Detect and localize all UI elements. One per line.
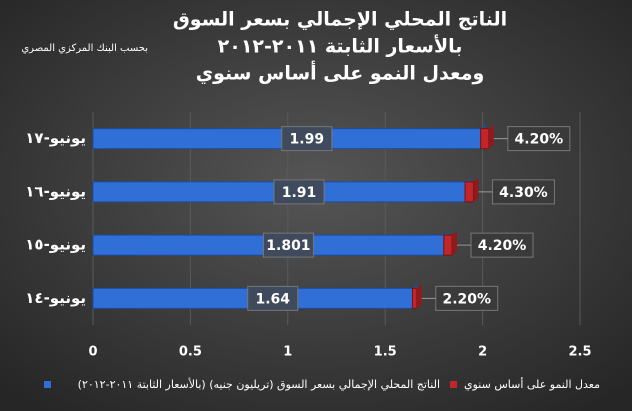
data-label: 1.64 (255, 291, 290, 307)
y-tick-label: يونيو-١٥ (25, 236, 86, 254)
legend-label: الناتج المحلي الإجمالي بسعر السوق (تريلي… (78, 377, 440, 391)
data-label: 1.91 (282, 185, 317, 201)
data-label: 4.30% (499, 185, 548, 201)
label-box (281, 126, 333, 152)
bar-side (416, 284, 422, 309)
legend-marker (44, 381, 51, 388)
x-tick-label: 2 (478, 345, 487, 360)
bar-side (473, 177, 479, 202)
y-tick-label: يونيو-١٤ (25, 289, 86, 307)
y-tick-label: يونيو-١٦ (25, 182, 86, 200)
chart-title: الناتج المحلي الإجمالي بسعر السوق (173, 9, 507, 31)
data-label: 1.99 (290, 132, 325, 148)
label-box (435, 285, 499, 311)
chart-subtitle: بحسب البنك المركزي المصري (21, 43, 148, 54)
x-tick-label: 2.5 (568, 345, 591, 360)
bar (464, 181, 474, 203)
bar (443, 234, 453, 256)
legend-label: معدل النمو على أساس سنوي (464, 377, 600, 391)
bar (480, 128, 490, 150)
data-label: 2.20% (442, 291, 491, 307)
data-label: 4.20% (515, 132, 564, 148)
legend-marker (450, 381, 457, 388)
data-label: 4.20% (478, 238, 527, 254)
x-tick-label: 1 (283, 345, 292, 360)
data-label: 1.801 (266, 238, 310, 254)
bar (411, 287, 418, 309)
chart-title: بالأسعار الثابتة ٢٠١١-٢٠١٢ (218, 35, 463, 58)
x-tick-label: 0.5 (179, 345, 202, 360)
x-tick-label: 1.5 (374, 345, 397, 360)
bar-side (452, 231, 458, 256)
label-box (491, 179, 555, 205)
label-box (273, 179, 325, 205)
y-tick-label: يونيو-١٧ (25, 129, 86, 147)
label-box (470, 232, 534, 258)
label-box (247, 285, 299, 311)
label-box (262, 232, 314, 258)
chart-title: ومعدل النمو على أساس سنوي (196, 61, 485, 86)
x-tick-label: 0 (88, 345, 97, 360)
bar-side (488, 124, 494, 149)
